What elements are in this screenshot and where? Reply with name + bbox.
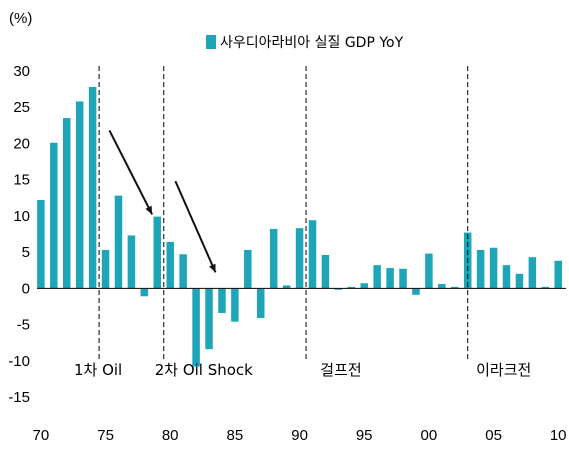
bar-2002 — [451, 286, 459, 289]
bar-2007 — [515, 273, 524, 289]
bar-1995 — [360, 283, 368, 289]
y-tick-label: -10 — [8, 353, 30, 370]
trend-arrows — [108, 129, 217, 273]
trend-arrow-line — [174, 180, 217, 273]
y-tick-label: 25 — [13, 99, 30, 116]
bar-1994 — [347, 286, 356, 289]
x-tick-label: 75 — [97, 427, 114, 444]
bar-2001 — [438, 283, 446, 289]
bar-1977 — [127, 235, 136, 289]
bar-1989 — [282, 285, 291, 289]
y-tick-label: 0 — [22, 280, 30, 297]
legend-swatch — [206, 35, 216, 49]
bar-1973 — [75, 101, 84, 289]
y-tick-label: 5 — [22, 244, 30, 261]
bar-1982 — [192, 288, 200, 367]
bar-1970 — [37, 199, 45, 289]
y-axis-ticks: 30 25 20 15 10 5 0 -5 -10 -15 — [8, 63, 30, 406]
bar-1975 — [101, 249, 110, 289]
bar-1978 — [140, 288, 149, 297]
event-label: 1차 Oil — [74, 361, 122, 379]
x-tick-label: 85 — [227, 427, 244, 444]
bar-1990 — [295, 228, 304, 289]
bar-1988 — [269, 228, 278, 289]
bar-1991 — [308, 220, 317, 289]
bar-2005 — [489, 247, 498, 289]
x-tick-label: 70 — [33, 427, 50, 444]
y-tick-label: 20 — [13, 135, 30, 152]
bar-1974 — [88, 86, 97, 289]
legend: 사우디아라비아 실질 GDP YoY — [206, 35, 404, 51]
event-label: 이라크전 — [476, 361, 531, 379]
bar-1996 — [373, 265, 381, 289]
trend-arrow-head — [145, 205, 153, 215]
x-tick-label: 10 — [550, 427, 567, 444]
trend-arrow-line — [108, 129, 154, 215]
bar-1986 — [244, 249, 252, 289]
bar-1993 — [334, 288, 343, 290]
bar-2009 — [541, 286, 550, 289]
bar-1971 — [50, 142, 58, 289]
bar-1976 — [114, 195, 123, 289]
legend-label: 사우디아라비아 실질 GDP YoY — [220, 35, 404, 51]
y-tick-label: -15 — [8, 389, 30, 406]
bar-1972 — [63, 118, 71, 289]
bar-1980 — [166, 241, 174, 289]
y-tick-label: 15 — [13, 172, 30, 189]
bar-1999 — [412, 288, 420, 295]
y-tick-label: 10 — [13, 208, 30, 225]
x-tick-label: 05 — [485, 427, 502, 444]
bar-2004 — [476, 249, 485, 289]
bar-1998 — [399, 268, 407, 289]
event-label: 걸프전 — [320, 361, 361, 379]
bar-2000 — [425, 253, 433, 289]
bar-1979 — [153, 216, 162, 289]
y-tick-label: 30 — [13, 63, 30, 80]
x-axis-ticks: 70 75 80 85 90 95 00 05 10 — [33, 427, 567, 444]
x-tick-label: 90 — [291, 427, 308, 444]
bar-2006 — [502, 265, 511, 289]
x-tick-label: 80 — [162, 427, 179, 444]
trend-arrow-head — [209, 263, 216, 273]
bar-series — [37, 86, 562, 367]
y-tick-label: -5 — [17, 317, 30, 334]
bar-1985 — [231, 288, 239, 322]
bar-2008 — [528, 257, 537, 289]
bar-1981 — [179, 254, 187, 289]
event-label: 2차 Oil Shock — [155, 361, 253, 379]
bar-1992 — [321, 255, 330, 289]
y-unit-label: (%) — [9, 10, 32, 27]
bar-1984 — [218, 288, 226, 313]
x-tick-label: 95 — [356, 427, 373, 444]
bar-1997 — [386, 268, 394, 289]
x-tick-label: 00 — [421, 427, 438, 444]
bar-1987 — [257, 288, 265, 319]
bar-1983 — [205, 288, 213, 350]
event-markers: 1차 Oil 2차 Oil Shock 걸프전 이라크전 — [74, 66, 531, 379]
bar-2010 — [554, 260, 562, 289]
